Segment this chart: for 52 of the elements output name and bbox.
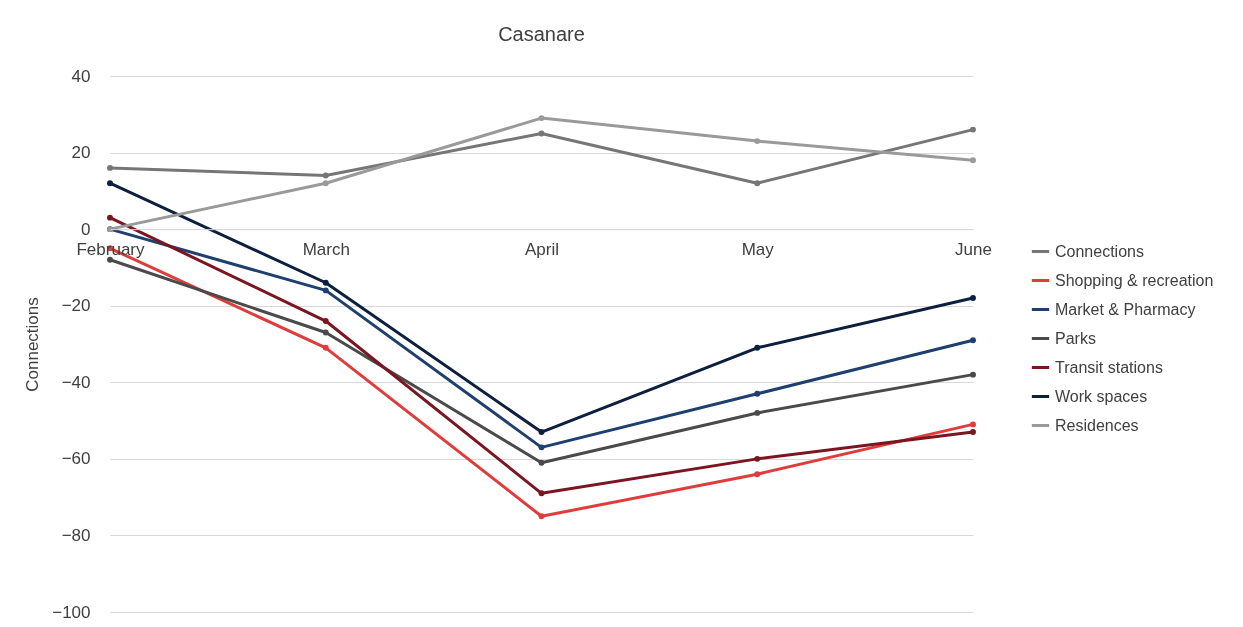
- point: [322, 329, 329, 336]
- legend-label: Shopping & recreation: [1055, 271, 1214, 289]
- point: [970, 126, 976, 133]
- point: [538, 513, 545, 520]
- point: [538, 459, 545, 466]
- legend-label: Work spaces: [1055, 387, 1148, 405]
- x-tick-label: April: [524, 239, 560, 259]
- y-tick-label: 0: [81, 219, 91, 239]
- point: [538, 115, 545, 122]
- point: [754, 180, 761, 187]
- point: [970, 371, 976, 378]
- point: [322, 318, 329, 324]
- point: [754, 390, 761, 397]
- point: [322, 287, 329, 294]
- point: [107, 180, 113, 187]
- point: [754, 455, 761, 462]
- point: [538, 444, 545, 451]
- point: [754, 471, 761, 478]
- y-axis-title: Connections: [23, 297, 43, 392]
- point: [754, 409, 761, 416]
- chart-title: Casanare: [498, 23, 585, 45]
- y-tick-label: −20: [61, 296, 91, 316]
- legend-label: Connections: [1055, 242, 1144, 260]
- x-tick-label: March: [302, 239, 350, 259]
- point: [538, 490, 545, 497]
- y-tick-label: −100: [52, 602, 91, 622]
- point: [322, 180, 329, 187]
- x-tick-label: May: [741, 239, 775, 259]
- legend-label: Transit stations: [1055, 358, 1163, 376]
- point: [970, 295, 976, 302]
- point: [107, 164, 113, 171]
- x-tick-label: June: [955, 239, 992, 259]
- legend-label: Market & Pharmacy: [1055, 300, 1196, 318]
- point: [970, 337, 976, 344]
- y-tick-label: −80: [61, 525, 91, 545]
- y-tick-label: 40: [71, 66, 91, 86]
- point: [107, 214, 113, 221]
- point: [754, 344, 761, 351]
- point: [322, 172, 329, 179]
- legend-label: Residences: [1055, 416, 1139, 434]
- point: [754, 138, 761, 145]
- y-tick-label: −60: [61, 449, 91, 469]
- point: [538, 130, 545, 137]
- point: [970, 157, 976, 164]
- legend-label: Parks: [1055, 329, 1096, 347]
- point: [970, 429, 976, 436]
- y-tick-label: −40: [61, 372, 91, 392]
- point: [322, 344, 329, 351]
- point: [538, 429, 545, 436]
- y-tick-label: 20: [71, 143, 91, 163]
- point: [970, 421, 976, 428]
- point: [322, 279, 329, 286]
